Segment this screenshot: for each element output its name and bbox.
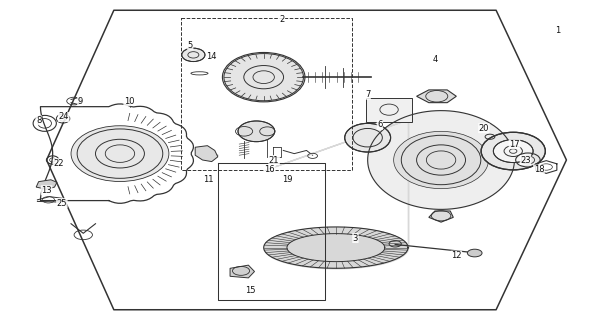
Text: 12: 12 (451, 251, 462, 260)
Text: 19: 19 (282, 175, 292, 184)
Ellipse shape (394, 131, 489, 189)
Polygon shape (368, 111, 514, 209)
Ellipse shape (71, 126, 169, 181)
Text: 7: 7 (365, 90, 370, 99)
Text: 13: 13 (41, 186, 52, 195)
Polygon shape (195, 146, 218, 162)
Circle shape (467, 249, 482, 257)
Polygon shape (429, 211, 453, 222)
Text: 6: 6 (377, 120, 383, 130)
Ellipse shape (345, 123, 390, 152)
Text: 11: 11 (204, 175, 214, 184)
Ellipse shape (223, 52, 305, 102)
Ellipse shape (238, 121, 275, 142)
Text: 8: 8 (36, 116, 41, 125)
Text: 9: 9 (78, 97, 83, 106)
Text: 20: 20 (479, 124, 489, 132)
Text: 16: 16 (264, 165, 275, 174)
Text: 15: 15 (245, 286, 256, 295)
Text: 24: 24 (58, 113, 69, 122)
Text: 1: 1 (555, 27, 560, 36)
Polygon shape (417, 90, 456, 103)
Text: 10: 10 (124, 97, 134, 106)
Text: 18: 18 (533, 165, 544, 174)
Text: 5: 5 (188, 41, 193, 50)
Polygon shape (36, 180, 57, 189)
Text: 23: 23 (520, 156, 531, 164)
Text: 14: 14 (207, 52, 217, 61)
Text: 22: 22 (53, 159, 64, 168)
Bar (367, 98, 413, 122)
Text: 17: 17 (509, 140, 520, 148)
Polygon shape (230, 265, 254, 278)
Ellipse shape (181, 48, 205, 61)
Text: 25: 25 (56, 198, 67, 207)
Text: 2: 2 (280, 15, 284, 24)
Text: 21: 21 (269, 156, 280, 164)
Ellipse shape (481, 132, 546, 170)
Text: 3: 3 (352, 234, 358, 243)
Text: 4: 4 (432, 55, 438, 64)
Ellipse shape (493, 140, 533, 163)
